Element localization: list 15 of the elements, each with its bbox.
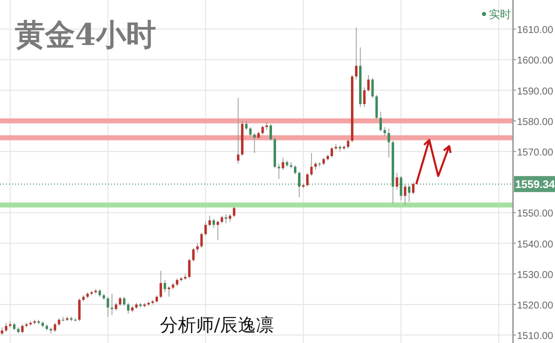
y-tick-label: 1570.00 [517,147,554,158]
annotation: 分析师/辰逸凛 [160,315,274,336]
text: 黄金4小时 [15,18,156,53]
y-tick-label: 1600.00 [517,56,554,67]
annotation: 实时 [482,8,511,21]
y-tick-label: 1550.00 [517,208,554,220]
y-tick-label: 1530.00 [517,270,554,281]
y-tick-label: 1520.00 [517,300,554,312]
y-tick-label: 1610.00 [517,25,554,36]
y-tick-label: 1580.00 [517,116,554,128]
y-tick-label: 1540.00 [517,239,554,250]
y-tick-label: 1510.00 [517,331,554,342]
annotation: 实时 [489,8,511,21]
ref-line-label: 1559.34 [515,179,555,192]
y-tick-label: 1590.00 [517,86,554,98]
